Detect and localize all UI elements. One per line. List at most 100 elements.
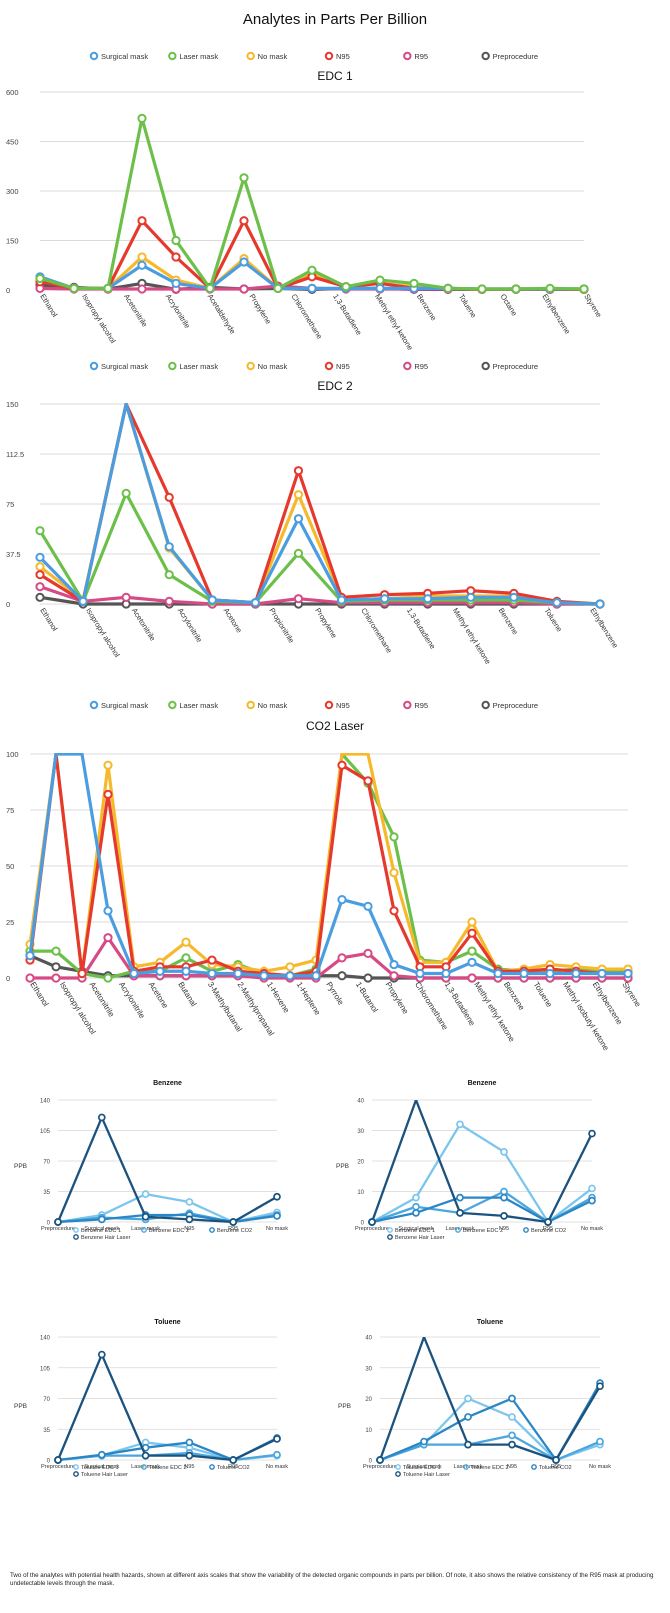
data-point-no-mask bbox=[181, 937, 191, 947]
x-tick-label: R95 bbox=[543, 1226, 553, 1232]
data-point-laser-mask bbox=[409, 278, 419, 288]
data-point-no-mask bbox=[389, 868, 399, 878]
y-tick-label: 10 bbox=[357, 1190, 364, 1196]
legend-label: Laser mask bbox=[179, 701, 218, 710]
data-point-n95 bbox=[363, 776, 373, 786]
data-point-no-mask bbox=[103, 760, 113, 770]
data-point-surgical-mask bbox=[466, 592, 476, 602]
y-tick-label: 25 bbox=[6, 918, 14, 927]
data-point-surgical-mask bbox=[239, 257, 249, 267]
x-tick-label: Acetaldehyde bbox=[206, 292, 238, 335]
data-point-surgical-mask bbox=[181, 966, 191, 976]
data-point-preprocedure bbox=[337, 971, 347, 981]
data-point-laser-mask bbox=[164, 570, 174, 580]
data-point-benzene-hair-laser bbox=[456, 1208, 464, 1217]
y-tick-label: 0 bbox=[369, 1459, 373, 1465]
x-tick-label: Preprocedure bbox=[41, 1464, 75, 1470]
data-point-laser-mask bbox=[375, 275, 385, 285]
y-tick-label: 105 bbox=[40, 1366, 51, 1372]
x-tick-label: Propylene bbox=[384, 980, 411, 1016]
legend-label: Benzene Hair Laser bbox=[81, 1235, 131, 1241]
series-line-laser-mask bbox=[38, 491, 601, 606]
data-point-benzene-co2 bbox=[588, 1196, 596, 1205]
series-line-toluene-hair-laser bbox=[56, 1353, 278, 1462]
data-point-n95 bbox=[207, 955, 217, 965]
data-point-r95 bbox=[467, 973, 477, 983]
data-point-laser-mask bbox=[35, 273, 45, 284]
legend-label: R95 bbox=[414, 701, 428, 710]
data-point-preprocedure bbox=[35, 592, 45, 602]
data-point-laser-mask bbox=[121, 488, 131, 498]
y-tick-label: 10 bbox=[365, 1428, 372, 1434]
data-point-surgical-mask bbox=[164, 542, 174, 552]
data-point-surgical-mask bbox=[467, 957, 477, 967]
data-point-laser-mask bbox=[477, 284, 487, 294]
x-tick-label: Propylene bbox=[248, 292, 274, 325]
data-point-r95 bbox=[293, 594, 304, 604]
data-point-laser-mask bbox=[443, 283, 453, 293]
x-tick-label: Surgical mask bbox=[398, 1226, 433, 1232]
data-point-surgical-mask bbox=[363, 901, 373, 911]
legend-label: No mask bbox=[258, 701, 288, 710]
data-point-benzene-co2 bbox=[500, 1193, 508, 1202]
legend-marker-r95 bbox=[403, 51, 412, 61]
data-point-laser-mask bbox=[545, 283, 555, 293]
legend-label: Benzene Hair Laser bbox=[395, 1235, 445, 1241]
legend-marker-no-mask bbox=[246, 361, 255, 371]
x-tick-label: R95 bbox=[228, 1464, 238, 1470]
y-tick-label: 0 bbox=[47, 1459, 51, 1465]
data-point-laser-mask bbox=[137, 113, 147, 124]
data-point-laser-mask bbox=[341, 282, 351, 292]
y-tick-label: 100 bbox=[6, 750, 19, 759]
data-point-r95 bbox=[389, 971, 399, 981]
x-tick-label: Chloromethane bbox=[289, 292, 324, 340]
x-tick-label: N95 bbox=[184, 1226, 194, 1232]
plot-area bbox=[35, 113, 589, 294]
data-point-surgical-mask bbox=[250, 598, 260, 608]
data-point-n95 bbox=[137, 216, 147, 226]
data-point-r95 bbox=[103, 933, 113, 943]
data-point-toluene-hair-laser bbox=[376, 1456, 384, 1464]
x-tick-label: Propionitrile bbox=[267, 606, 296, 644]
y-tick-label: 0 bbox=[47, 1221, 51, 1227]
data-point-laser-mask bbox=[171, 235, 181, 246]
legend-marker-toluene-edc-1 bbox=[73, 1464, 79, 1470]
y-tick-label: 105 bbox=[40, 1129, 51, 1135]
x-tick-label: Toluene bbox=[532, 980, 555, 1009]
chart-toluene-panel-4: Toluene PPB 0 10 20 30 40 Preprocedure Surgical … bbox=[338, 1319, 611, 1478]
legend-marker-benzene-edc-1 bbox=[73, 1227, 79, 1233]
data-point-laser-mask bbox=[205, 283, 215, 293]
data-point-surgical-mask bbox=[171, 278, 181, 288]
data-point-toluene-co2 bbox=[464, 1413, 472, 1421]
data-point-toluene-hair-laser bbox=[54, 1456, 62, 1464]
data-point-surgical-mask bbox=[375, 283, 385, 293]
data-point-toluene-co2 bbox=[185, 1438, 194, 1447]
y-axis-label: PPB bbox=[14, 1163, 27, 1170]
chart-title: CO2 Laser bbox=[306, 719, 364, 733]
legend-marker-no-mask bbox=[246, 700, 255, 710]
data-point-benzene-hair-laser bbox=[588, 1129, 596, 1138]
data-point-benzene-hair-laser bbox=[229, 1218, 238, 1226]
data-point-surgical-mask bbox=[545, 968, 555, 979]
data-point-surgical-mask bbox=[35, 552, 45, 562]
legend-marker-toluene-edc-2 bbox=[141, 1464, 147, 1470]
data-point-n95 bbox=[35, 570, 45, 580]
data-point-r95 bbox=[35, 582, 45, 592]
x-tick-label: Acetone bbox=[147, 980, 170, 1010]
x-tick-label: Chloromethane bbox=[359, 606, 394, 654]
y-tick-label: 20 bbox=[365, 1397, 372, 1403]
x-tick-label: Pyrrole bbox=[324, 980, 345, 1007]
data-point-no-mask bbox=[467, 917, 477, 927]
y-tick-label: 112.5 bbox=[6, 450, 24, 459]
data-point-toluene-hair-laser bbox=[464, 1440, 472, 1449]
x-tick-label: Styrene bbox=[620, 980, 643, 1009]
y-tick-label: 140 bbox=[40, 1099, 51, 1105]
legend-label: Preprocedure bbox=[493, 52, 538, 61]
x-tick-label: Acetonitrile bbox=[130, 606, 157, 642]
x-tick-label: 1-Heptene bbox=[295, 980, 323, 1017]
x-tick-label: N95 bbox=[499, 1226, 509, 1232]
x-tick-label: R95 bbox=[551, 1464, 561, 1470]
x-tick-label: Acetonitrile bbox=[88, 980, 117, 1019]
data-point-surgical-mask bbox=[259, 971, 269, 981]
data-point-benzene-co2 bbox=[412, 1208, 420, 1217]
